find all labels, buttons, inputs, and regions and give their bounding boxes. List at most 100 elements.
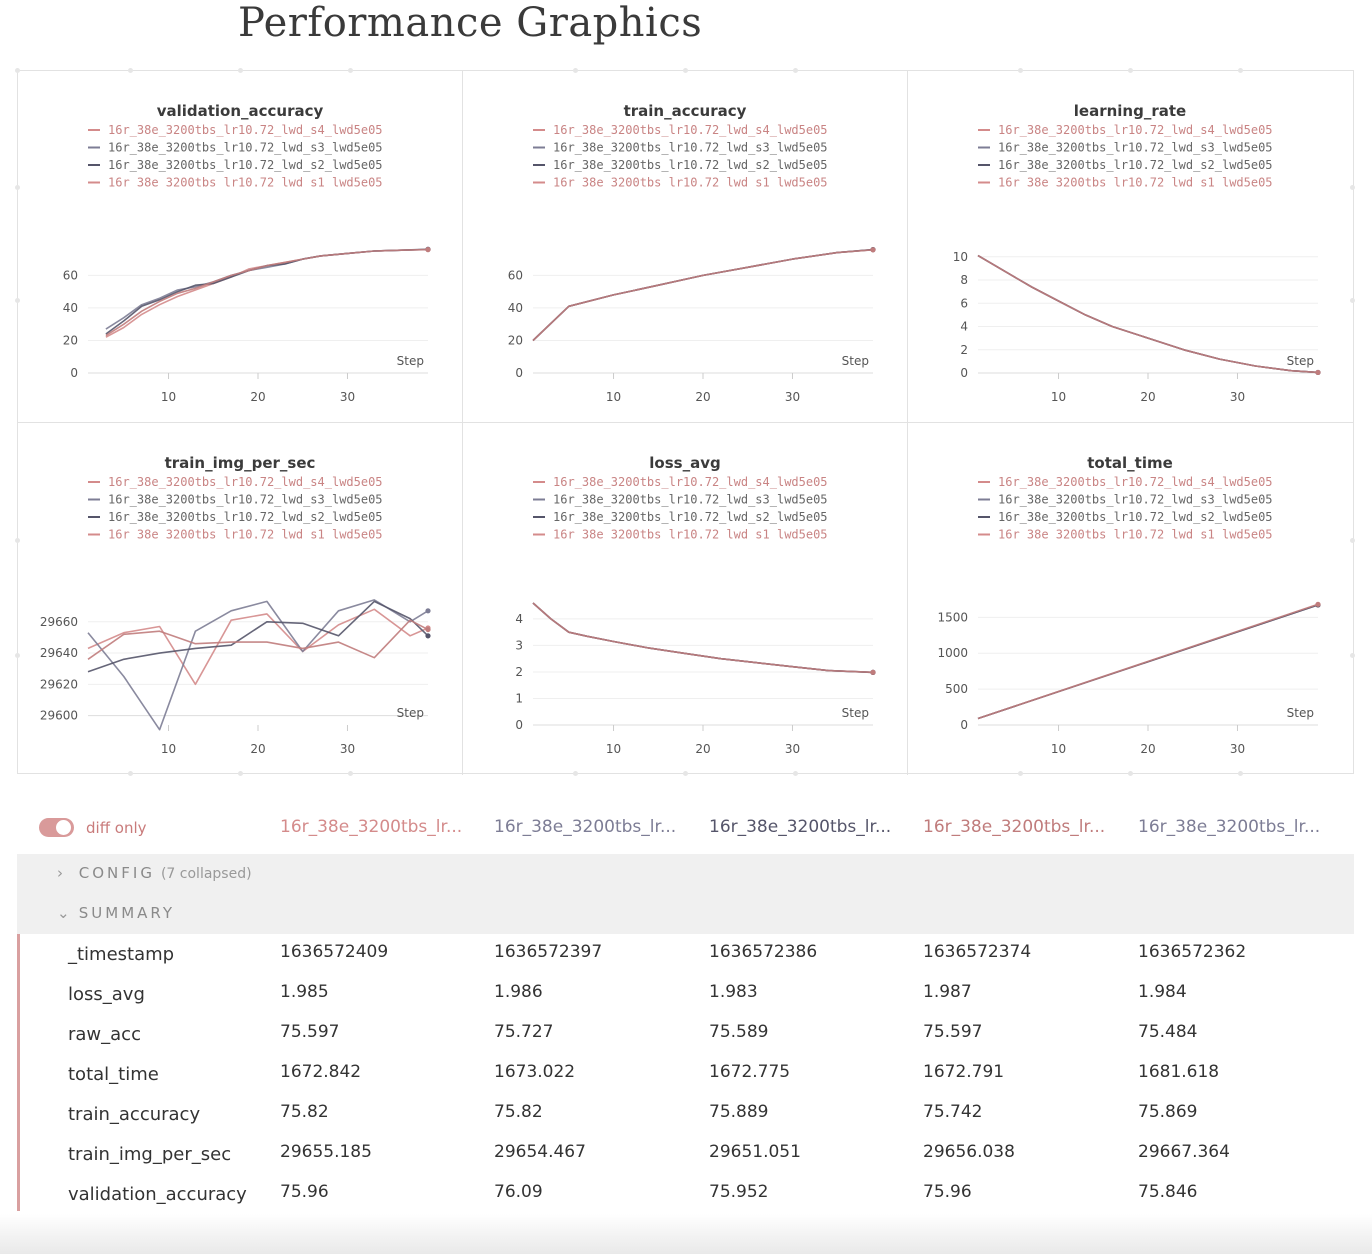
summary-value: 1636572397 [494, 942, 603, 962]
run-column-header[interactable]: 16r_38e_3200tbs_lr... [280, 817, 463, 837]
series-line [87, 608, 429, 686]
grid-handle-dot [1128, 771, 1133, 776]
series-endpoint [870, 247, 876, 253]
chart-title: validation_accuracy [157, 102, 324, 120]
y-tick-label: 0 [960, 718, 968, 732]
chart-legend: 16r_38e_3200tbs_lr10.72_lwd_s4_lwd5e05 16… [978, 123, 1273, 190]
run-column-header[interactable]: 16r_38e_3200tbs_lr... [494, 817, 677, 837]
chart-title: learning_rate [1074, 102, 1186, 120]
legend-item: 16r_38e_3200tbs_lr10.72_lwd_s1_lwd5e05 [998, 528, 1273, 542]
x-tick-label: 30 [785, 742, 800, 756]
config-section-toggle[interactable]: › CONFIG (7 collapsed) [57, 864, 252, 882]
series-line [532, 248, 874, 342]
grid-handle-dot [15, 185, 20, 190]
summary-value: 29656.038 [923, 1142, 1015, 1162]
summary-row: validation_accuracy 75.96 76.09 75.952 75.96… [0, 1174, 1372, 1214]
legend-item: 16r_38e_3200tbs_lr10.72_lwd_s1_lwd5e05 [553, 176, 828, 190]
chart-panel-train_accuracy[interactable]: train_accuracy 16r_38e_3200tbs_lr10.72_lw… [463, 71, 908, 423]
grid-handle-dot [15, 653, 20, 658]
y-tick-label: 6 [960, 296, 968, 310]
grid-handle-dot [15, 538, 20, 543]
run-column-header[interactable]: 16r_38e_3200tbs_lr... [923, 817, 1106, 837]
summary-value: 1.985 [280, 982, 329, 1002]
legend-item: 16r_38e_3200tbs_lr10.72_lwd_s1_lwd5e05 [108, 176, 383, 190]
summary-row: _timestamp 1636572409 1636572397 1636572386… [0, 934, 1372, 974]
run-column-header[interactable]: 16r_38e_3200tbs_lr... [1138, 817, 1321, 837]
series-endpoint [425, 626, 431, 633]
chevron-down-icon: ⌄ [57, 904, 70, 922]
summary-value: 1636572374 [923, 942, 1032, 962]
chart-svg-total_time: total_time 16r_38e_3200tbs_lr10.72_lwd_s4… [937, 454, 1321, 756]
runs-header: diff only 16r_38e_3200tbs_lr... 16r_38e_3… [17, 800, 1354, 855]
summary-row: total_time 1672.842 1673.022 1672.775 1672.7… [0, 1054, 1372, 1094]
chart-svg-train_accuracy: train_accuracy 16r_38e_3200tbs_lr10.72_lw… [508, 102, 876, 404]
run-column-header[interactable]: 16r_38e_3200tbs_lr... [709, 817, 892, 837]
x-tick-label: 20 [250, 742, 265, 756]
config-section-label: CONFIG [78, 864, 155, 882]
summary-section-toggle[interactable]: ⌄ SUMMARY [57, 904, 175, 922]
x-tick-label: 20 [1140, 390, 1155, 404]
series-line [977, 254, 1319, 374]
chart-panel-learning_rate[interactable]: learning_rate 16r_38e_3200tbs_lr10.72_lwd… [908, 71, 1353, 423]
series-line [105, 248, 429, 335]
grid-handle-dot [1018, 68, 1023, 73]
grid-handle-dot [683, 771, 688, 776]
series-line [977, 254, 1319, 374]
series-line [977, 603, 1319, 720]
diff-only-label: diff only [86, 819, 147, 837]
y-tick-label: 60 [508, 268, 523, 282]
grid-handle-dot [1350, 538, 1355, 543]
legend-item: 16r_38e_3200tbs_lr10.72_lwd_s2_lwd5e05 [553, 158, 828, 172]
series-line [532, 248, 874, 342]
y-tick-label: 4 [960, 320, 968, 334]
summary-value: 1672.842 [280, 1062, 362, 1082]
summary-value: 75.869 [1138, 1102, 1198, 1122]
y-tick-label: 0 [960, 366, 968, 380]
series-line [87, 619, 429, 660]
grid-handle-dot [348, 68, 353, 73]
legend-item: 16r_38e_3200tbs_lr10.72_lwd_s3_lwd5e05 [998, 493, 1273, 507]
y-tick-label: 29660 [40, 615, 78, 629]
grid-handle-dot [1350, 298, 1355, 303]
series-line [532, 602, 874, 674]
y-tick-label: 8 [960, 273, 968, 287]
chevron-right-icon: › [57, 864, 63, 882]
legend-item: 16r_38e_3200tbs_lr10.72_lwd_s1_lwd5e05 [998, 176, 1273, 190]
x-tick-label: 30 [785, 390, 800, 404]
chart-panel-validation_accuracy[interactable]: validation_accuracy 16r_38e_3200tbs_lr10.… [18, 71, 463, 423]
summary-key: validation_accuracy [68, 1184, 247, 1205]
summary-value: 75.742 [923, 1102, 983, 1122]
legend-item: 16r_38e_3200tbs_lr10.72_lwd_s1_lwd5e05 [553, 528, 828, 542]
legend-item: 16r_38e_3200tbs_lr10.72_lwd_s2_lwd5e05 [998, 510, 1273, 524]
summary-row: raw_acc 75.597 75.727 75.589 75.597 75.484 [0, 1014, 1372, 1054]
x-axis-label: Step [842, 706, 869, 720]
y-tick-label: 1000 [937, 646, 968, 660]
chart-panel-loss_avg[interactable]: loss_avg 16r_38e_3200tbs_lr10.72_lwd_s4_l… [463, 423, 908, 775]
chart-svg-validation_accuracy: validation_accuracy 16r_38e_3200tbs_lr10.… [63, 102, 431, 404]
x-tick-label: 10 [161, 742, 176, 756]
series-line [532, 602, 874, 674]
y-tick-label: 40 [508, 301, 523, 315]
summary-key: _timestamp [68, 944, 175, 965]
chart-svg-train_img_per_sec: train_img_per_sec 16r_38e_3200tbs_lr10.72… [40, 454, 431, 756]
summary-value: 75.82 [494, 1102, 543, 1122]
grid-handle-dot [1350, 185, 1355, 190]
summary-key: total_time [68, 1064, 159, 1085]
legend-item: 16r_38e_3200tbs_lr10.72_lwd_s3_lwd5e05 [998, 141, 1273, 155]
chart-legend: 16r_38e_3200tbs_lr10.72_lwd_s4_lwd5e05 16… [978, 475, 1273, 542]
summary-value: 76.09 [494, 1182, 543, 1202]
diff-only-toggle[interactable] [39, 818, 74, 837]
series-line [105, 248, 429, 338]
summary-value: 29655.185 [280, 1142, 372, 1162]
y-tick-label: 20 [508, 333, 523, 347]
grid-handle-dot [573, 771, 578, 776]
chart-panel-total_time[interactable]: total_time 16r_38e_3200tbs_lr10.72_lwd_s4… [908, 423, 1353, 775]
y-tick-label: 20 [63, 333, 78, 347]
x-tick-label: 20 [695, 390, 710, 404]
summary-value: 1636572386 [709, 942, 818, 962]
summary-value: 1636572409 [280, 942, 389, 962]
chart-panel-train_img_per_sec[interactable]: train_img_per_sec 16r_38e_3200tbs_lr10.72… [18, 423, 463, 775]
grid-handle-dot [348, 771, 353, 776]
summary-key: train_accuracy [68, 1104, 201, 1125]
legend-item: 16r_38e_3200tbs_lr10.72_lwd_s3_lwd5e05 [553, 141, 828, 155]
